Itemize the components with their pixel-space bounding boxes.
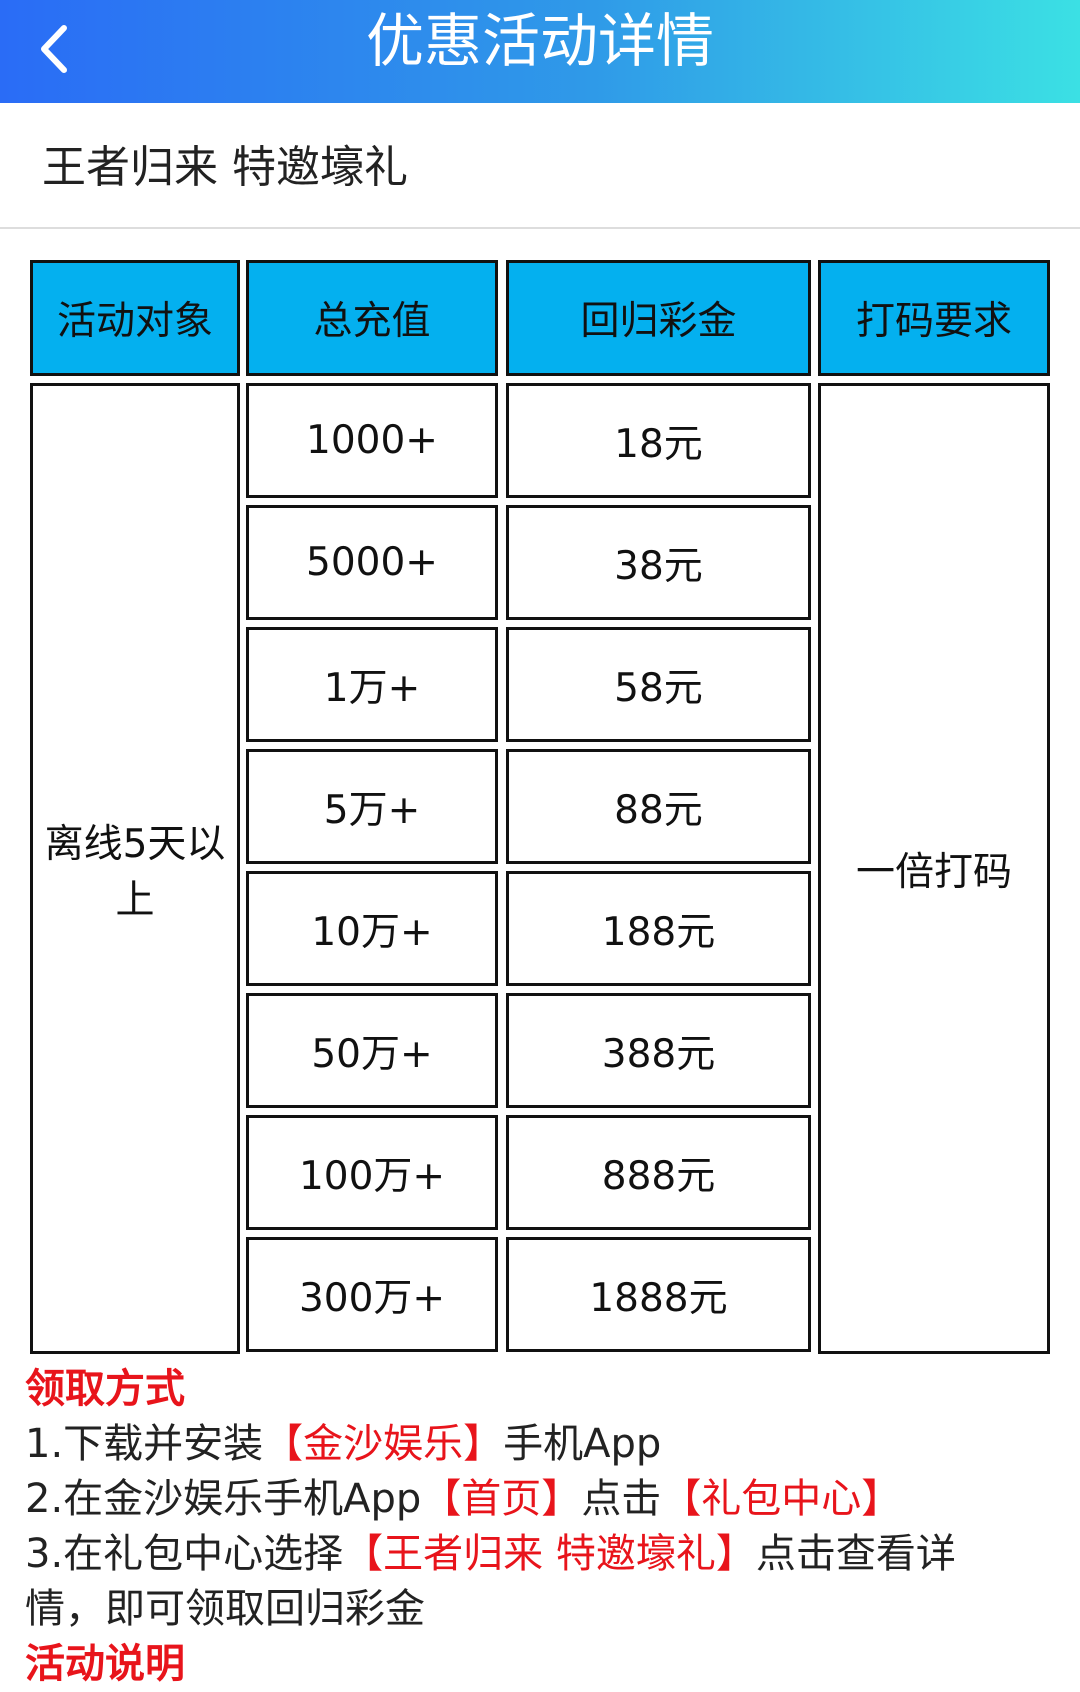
wagering-cell: 一倍打码 <box>818 383 1050 1354</box>
step-text: 1.下载并安装 <box>25 1421 264 1467</box>
bonus-cell: 88元 <box>506 749 811 864</box>
divider <box>0 227 1080 229</box>
details-heading: 活动说明 <box>25 1641 185 1687</box>
deposit-cell: 5万+ <box>246 749 498 864</box>
step-text: 手机App <box>503 1421 662 1467</box>
deposit-cell: 50万+ <box>246 993 498 1108</box>
step-text: 2.在金沙娱乐手机App <box>25 1476 422 1522</box>
column-header-wagering: 打码要求 <box>818 260 1050 376</box>
deposit-cell: 300万+ <box>246 1237 498 1352</box>
page-title: 优惠活动详情 <box>365 7 714 75</box>
column-header-target: 活动对象 <box>30 260 240 376</box>
bonus-cell: 18元 <box>506 383 811 498</box>
step-text: 点击 <box>581 1476 662 1522</box>
deposit-cell: 5000+ <box>246 505 498 620</box>
step-highlight: 【首页】 <box>421 1476 582 1522</box>
promo-title: 王者归来 特邀壕礼 <box>42 142 408 193</box>
claim-step-3-cont: 情，即可领取回归彩金 <box>25 1586 425 1632</box>
step-highlight: 【王者归来 特邀壕礼】 <box>343 1531 756 1577</box>
deposit-cell: 1000+ <box>246 383 498 498</box>
claim-heading: 领取方式 <box>25 1366 185 1412</box>
bonus-cell: 38元 <box>506 505 811 620</box>
column-header-bonus: 回归彩金 <box>506 260 811 376</box>
deposit-cell: 10万+ <box>246 871 498 986</box>
app-header: 优惠活动详情 <box>0 0 1080 103</box>
bonus-cell: 188元 <box>506 871 811 986</box>
bonus-cell: 888元 <box>506 1115 811 1230</box>
deposit-cell: 1万+ <box>246 627 498 742</box>
bonus-cell: 1888元 <box>506 1237 811 1352</box>
bonus-cell: 388元 <box>506 993 811 1108</box>
claim-step-2: 2.在金沙娱乐手机App【首页】点击【礼包中心】 <box>25 1472 901 1527</box>
step-text: 3.在礼包中心选择 <box>25 1531 344 1577</box>
column-header-deposit: 总充值 <box>246 260 498 376</box>
claim-step-3: 3.在礼包中心选择【王者归来 特邀壕礼】点击查看详 <box>25 1527 956 1582</box>
claim-step-1: 1.下载并安装【金沙娱乐】手机App <box>25 1417 661 1472</box>
chevron-left-icon[interactable] <box>30 14 90 84</box>
step-highlight: 【金沙娱乐】 <box>263 1421 504 1467</box>
deposit-cell: 100万+ <box>246 1115 498 1230</box>
step-text: 点击查看详 <box>755 1531 956 1577</box>
step-highlight: 【礼包中心】 <box>661 1476 902 1522</box>
bonus-cell: 58元 <box>506 627 811 742</box>
target-cell: 离线5天以上 <box>30 383 240 1354</box>
